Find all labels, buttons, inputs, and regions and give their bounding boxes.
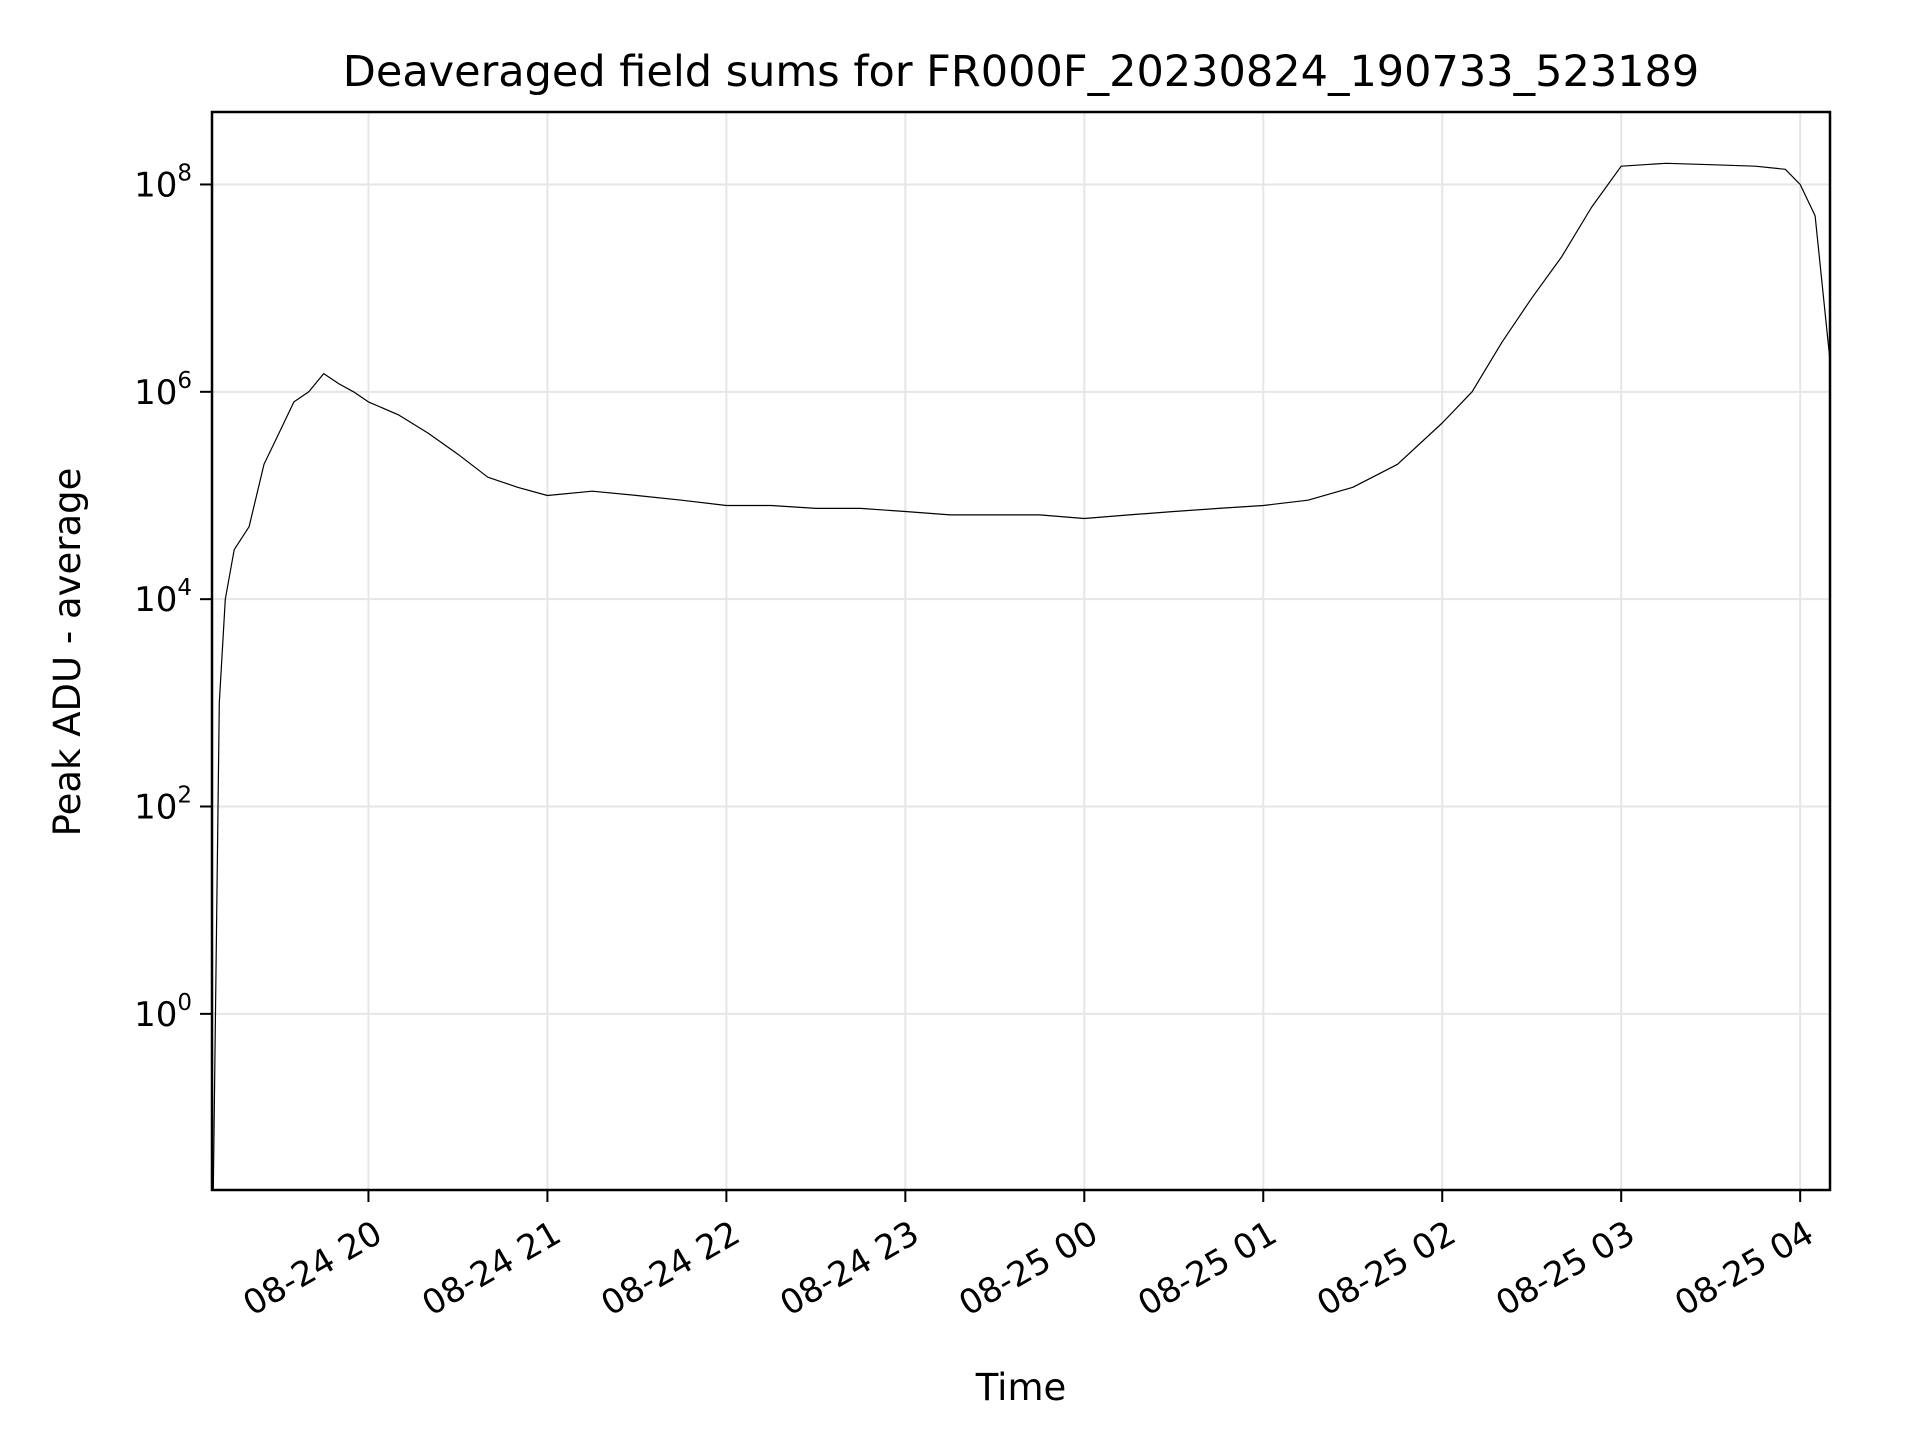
tick-layer: 08-24 20 08-24 21 08-24 22 08-24 23 08-25 00…	[134, 160, 1821, 1324]
x-tick-label: 08-24 23	[773, 1213, 925, 1324]
x-tick-label: 08-25 03	[1489, 1213, 1641, 1324]
y-tick-label: 102	[134, 783, 192, 828]
x-axis-label: Time	[975, 1366, 1067, 1409]
y-axis-label: Peak ADU - average	[46, 468, 89, 837]
y-tick-label: 104	[134, 575, 192, 620]
x-tick-label: 08-24 22	[594, 1213, 746, 1324]
y-tick-label: 106	[134, 368, 192, 413]
y-tick-label: 108	[134, 160, 192, 205]
x-tick-label: 08-24 21	[416, 1213, 568, 1324]
x-tick-label: 08-25 02	[1310, 1213, 1462, 1324]
series-line	[212, 162, 1830, 1190]
plot-frame	[210, 110, 1832, 1192]
x-tick-label: 08-25 00	[952, 1213, 1104, 1324]
chart-title: Deaveraged field sums for FR000F_2023082…	[343, 47, 1700, 97]
plot-area	[212, 162, 1830, 1190]
x-tick-label: 08-25 01	[1131, 1213, 1283, 1324]
grid-layer	[212, 112, 1830, 1190]
x-tick-label: 08-25 04	[1668, 1213, 1820, 1324]
y-tick-label: 100	[134, 990, 192, 1035]
x-tick-label: 08-24 20	[237, 1213, 389, 1324]
